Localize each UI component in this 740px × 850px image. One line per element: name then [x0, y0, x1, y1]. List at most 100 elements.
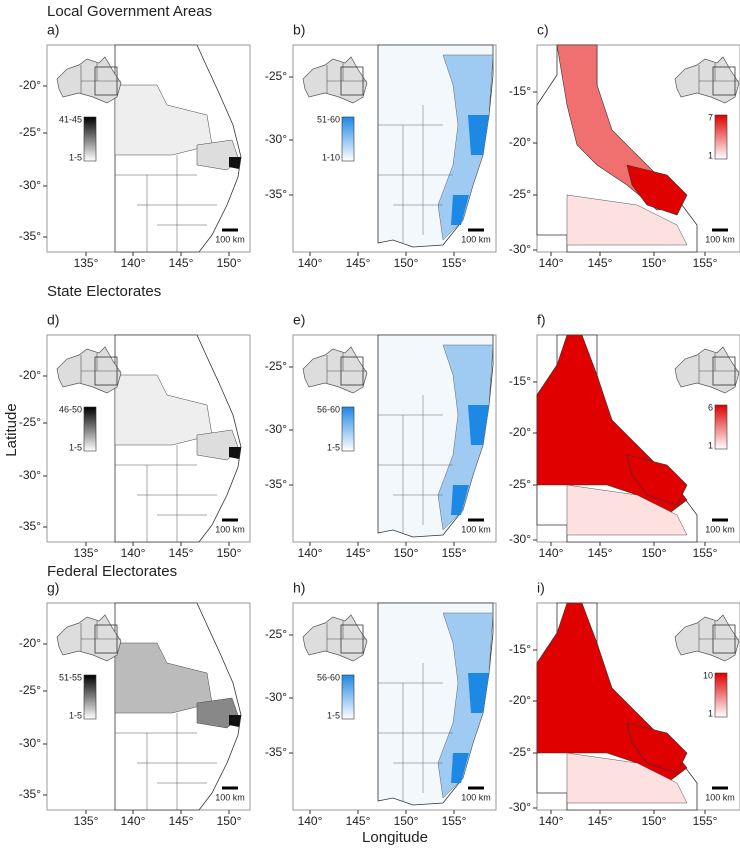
- x-tick-label: 140°: [298, 546, 323, 560]
- y-tick-label: -25°: [19, 125, 41, 139]
- region: [437, 612, 494, 799]
- legend-min-label: 1: [708, 150, 713, 160]
- y-tick-label: -30°: [19, 178, 41, 192]
- legend-min-label: 1: [708, 708, 713, 718]
- x-tick-label: 155°: [693, 256, 718, 270]
- y-tick-label: -35°: [19, 229, 41, 243]
- x-tick-label: 145°: [169, 814, 194, 828]
- inset-box: [94, 66, 118, 96]
- region: [566, 752, 688, 804]
- y-tick-label: -30°: [19, 736, 41, 750]
- inset-box: [94, 356, 118, 386]
- region: [451, 405, 489, 515]
- y-tick-label: -20°: [19, 636, 41, 650]
- x-tick-label: 140°: [121, 256, 146, 270]
- legend-gradient: [714, 114, 728, 160]
- inset-australia: [302, 346, 368, 394]
- y-tick-label: -25°: [19, 683, 41, 697]
- legend-gradient: [341, 674, 355, 720]
- y-tick-label: -35°: [265, 187, 287, 201]
- x-tick-label: 150°: [642, 256, 667, 270]
- y-tick-label: -35°: [265, 477, 287, 491]
- map-panel: 51-55 1-5 100 km 135° 140° 145° 150° -20° -25° -3…: [19, 602, 251, 828]
- x-tick-label: 155°: [442, 256, 467, 270]
- y-tick-label: -35°: [265, 745, 287, 759]
- region: [229, 447, 241, 459]
- y-tick-label: -30°: [509, 532, 531, 546]
- scale-label: 100 km: [215, 234, 245, 244]
- panel-label: h): [293, 580, 305, 596]
- legend-gradient: [341, 116, 355, 162]
- legend-min-label: 1-5: [327, 710, 340, 720]
- x-tick-label: 145°: [346, 546, 371, 560]
- scale-label: 100 km: [461, 234, 491, 244]
- y-tick-label: -35°: [19, 787, 41, 801]
- y-tick-label: -30°: [509, 242, 531, 256]
- y-tick-label: -25°: [19, 415, 41, 429]
- y-tick-label: -25°: [509, 477, 531, 491]
- panel-label: a): [47, 22, 59, 38]
- panel-label: d): [47, 312, 59, 328]
- legend-max-label: 6: [708, 402, 713, 412]
- legend-max-label: 51-60: [317, 114, 340, 124]
- borders: [378, 663, 453, 801]
- inset-australia: [674, 346, 740, 394]
- x-tick-label: 145°: [346, 814, 371, 828]
- legend-min-label: 1-10: [322, 152, 340, 162]
- inset-borders: [326, 63, 367, 93]
- scale-label: 100 km: [705, 792, 735, 802]
- y-tick-label: -15°: [509, 642, 531, 656]
- region: [626, 164, 688, 216]
- inset-box: [712, 66, 736, 96]
- borders: [378, 395, 453, 533]
- x-tick-label: 140°: [298, 256, 323, 270]
- x-tick-label: 150°: [217, 814, 242, 828]
- inset-box: [340, 66, 364, 96]
- inset-borders: [698, 63, 739, 93]
- legend-min-label: 1-5: [327, 442, 340, 452]
- legend-min-label: 1: [708, 440, 713, 450]
- x-tick-label: 135°: [74, 256, 99, 270]
- y-tick-label: -20°: [19, 368, 41, 382]
- scale-label: 100 km: [215, 792, 245, 802]
- inset-box: [712, 624, 736, 654]
- legend-max-label: 7: [708, 112, 713, 122]
- inset-australia: [56, 346, 122, 394]
- section-title: Federal Electorates: [47, 563, 177, 580]
- legend-max-label: 51-55: [59, 672, 82, 682]
- y-tick-label: -30°: [19, 468, 41, 482]
- region: [114, 642, 213, 714]
- y-tick-label: -25°: [265, 359, 287, 373]
- borders: [378, 105, 453, 243]
- x-tick-label: 140°: [539, 814, 564, 828]
- inset-borders: [698, 621, 739, 651]
- region: [114, 84, 213, 156]
- borders: [115, 445, 217, 542]
- x-tick-label: 140°: [121, 546, 146, 560]
- x-tick-label: 145°: [169, 546, 194, 560]
- region: [566, 194, 688, 246]
- y-tick-label: -30°: [265, 690, 287, 704]
- inset-borders: [80, 621, 121, 651]
- map-panel: 6 1 100 km 140° 145° 150° 155° -15° -20° -25° -30°: [509, 334, 740, 560]
- y-tick-label: -25°: [509, 745, 531, 759]
- inset-borders: [80, 63, 121, 93]
- x-tick-label: 145°: [588, 814, 613, 828]
- region: [437, 54, 494, 241]
- scale-label: 100 km: [705, 524, 735, 534]
- scale-label: 100 km: [705, 234, 735, 244]
- panel-label: c): [537, 22, 549, 38]
- region: [437, 344, 494, 531]
- inset-box: [340, 624, 364, 654]
- scale-label: 100 km: [461, 524, 491, 534]
- legend-gradient: [714, 404, 728, 450]
- x-tick-label: 135°: [74, 814, 99, 828]
- y-tick-label: -20°: [509, 425, 531, 439]
- inset-box: [712, 356, 736, 386]
- map-panel: 10 1 100 km 140° 145° 150° 155° -15° -20° -25° -30…: [509, 602, 740, 828]
- legend-gradient: [83, 406, 97, 452]
- map-panel: 56-60 1-5 100 km 140° 145° 150° 155° -25° -30° -3…: [265, 334, 497, 560]
- x-tick-label: 140°: [298, 814, 323, 828]
- panel-label: g): [47, 580, 59, 596]
